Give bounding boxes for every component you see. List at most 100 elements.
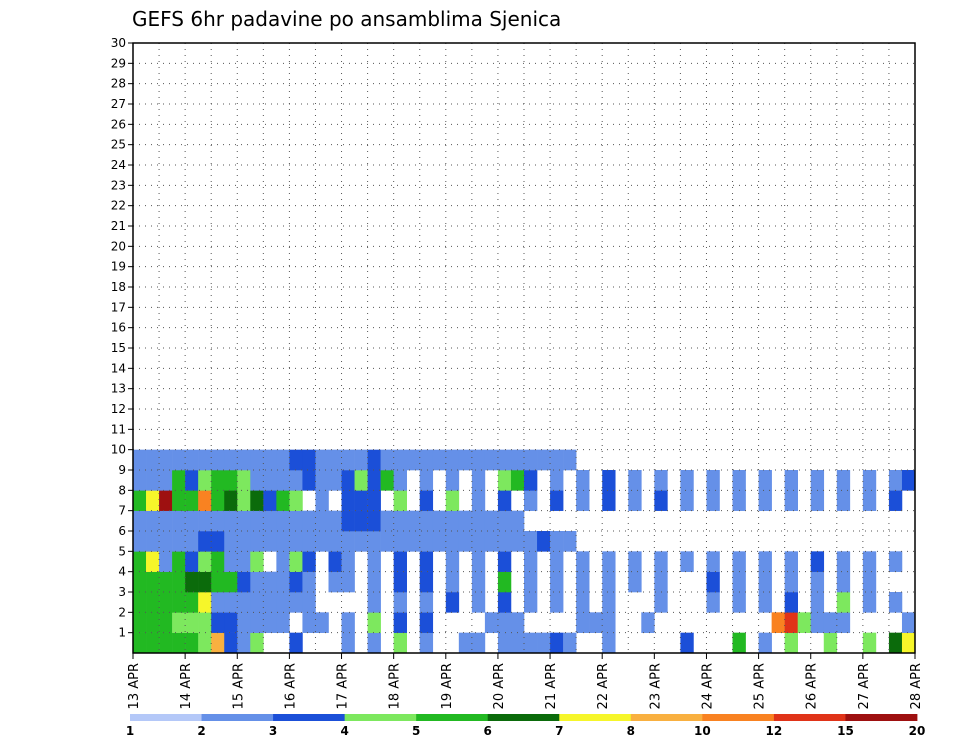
heat-cell [862, 632, 877, 654]
x-tick-label: 26 APR [805, 663, 820, 709]
heat-cell [654, 551, 668, 572]
heat-cell [445, 592, 460, 613]
x-tick-label: 14 APR [179, 663, 194, 709]
legend-swatch [702, 714, 775, 721]
heat-cell [458, 510, 473, 532]
heat-cell [224, 510, 238, 532]
legend-label: 6 [484, 724, 492, 738]
heat-cell [367, 612, 381, 633]
heat-cell [576, 592, 590, 613]
heat-cell [380, 449, 394, 471]
heat-cell [133, 551, 147, 572]
legend-label: 10 [694, 724, 711, 738]
heat-cell [576, 470, 590, 491]
heat-cell [419, 612, 434, 633]
heat-cell [146, 632, 160, 654]
heat-cell [576, 612, 590, 633]
heat-cell [706, 490, 720, 511]
heat-cell [419, 531, 434, 552]
heat-cell [133, 490, 147, 511]
heat-cell [836, 571, 851, 593]
heat-cell [198, 531, 212, 552]
heat-cell [224, 449, 238, 471]
heat-cell [888, 470, 903, 491]
heat-cell [224, 470, 238, 491]
heat-cell [393, 551, 407, 572]
heat-cell [302, 592, 316, 613]
heat-cell [250, 470, 264, 491]
heat-cell [341, 571, 355, 593]
heat-cell [211, 449, 225, 471]
heat-cell [315, 490, 329, 511]
legend-swatch [845, 714, 918, 721]
heat-cell [550, 571, 564, 593]
x-tick-label: 13 APR [127, 663, 142, 709]
heat-cell [315, 612, 329, 633]
heat-cell [524, 531, 538, 552]
heat-cell [524, 632, 538, 654]
legend-label: 12 [766, 724, 783, 738]
heat-cell [471, 490, 486, 511]
heat-cell [524, 571, 538, 593]
heat-cell [211, 612, 225, 633]
heat-cell [159, 470, 173, 491]
heat-cell [497, 612, 512, 633]
heat-cell [276, 449, 290, 471]
heat-cell [263, 490, 277, 511]
heat-cell [419, 510, 434, 532]
heat-cell [289, 592, 303, 613]
heat-cell [263, 449, 277, 471]
heat-cell [133, 449, 147, 471]
legend-label: 1 [126, 724, 134, 738]
heat-cell [198, 592, 212, 613]
heat-cell [419, 449, 434, 471]
heat-cell [484, 531, 499, 552]
heat-cell [237, 470, 251, 491]
heat-cell [367, 632, 381, 654]
legend: 1 2 3 4 5 6 7 8 10 12 15 20 [126, 714, 925, 738]
y-tick-label: 15 [111, 341, 126, 355]
heat-cell [198, 510, 212, 532]
heat-cell [628, 470, 642, 491]
heat-cell [393, 470, 407, 491]
heat-cell [393, 490, 407, 511]
y-tick-label: 17 [111, 300, 126, 314]
heat-cell [471, 449, 486, 471]
heat-cell [458, 531, 473, 552]
heat-cell [133, 612, 147, 633]
heat-cell [211, 551, 225, 572]
heat-cell [732, 571, 746, 593]
heat-cell [367, 592, 381, 613]
heat-cell [484, 510, 499, 532]
heat-cell [497, 449, 512, 471]
y-tick-label: 22 [111, 199, 126, 213]
heat-cell [211, 592, 225, 613]
heat-cell [289, 531, 303, 552]
heat-cell [276, 592, 290, 613]
heat-cell [211, 490, 225, 511]
heat-cell [263, 592, 277, 613]
heat-cell [628, 490, 642, 511]
heat-cell [862, 551, 877, 572]
heat-cell [810, 592, 825, 613]
heat-cell [276, 551, 290, 572]
heat-cell [497, 510, 512, 532]
heat-cell [146, 449, 160, 471]
heat-cell [367, 449, 381, 471]
heat-cell [367, 551, 381, 572]
heat-cell [211, 510, 225, 532]
heat-cell [211, 571, 225, 593]
heat-cell [784, 612, 798, 633]
legend-swatch [559, 714, 632, 721]
heat-cell [341, 551, 355, 572]
heat-cell [445, 571, 460, 593]
heat-cell [888, 632, 903, 654]
heat-cell [237, 531, 251, 552]
heat-cell [471, 571, 486, 593]
heat-cell [146, 612, 160, 633]
heat-cell [172, 470, 186, 491]
heat-cell [250, 510, 264, 532]
heat-cell [680, 490, 694, 511]
heat-cell [133, 592, 147, 613]
y-tick-label: 5 [118, 544, 126, 558]
